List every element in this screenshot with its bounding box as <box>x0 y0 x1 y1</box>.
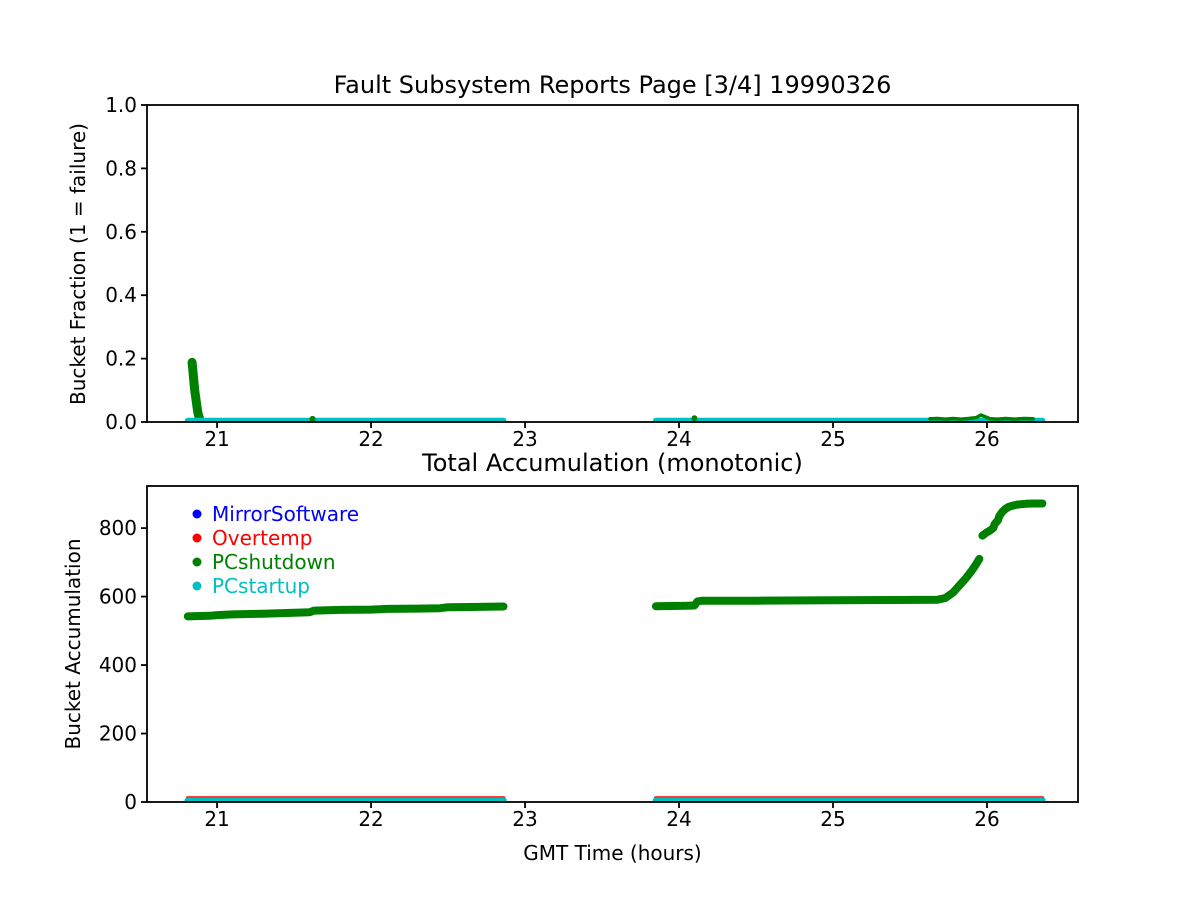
legend-label-PCshutdown: PCshutdown <box>212 550 336 574</box>
chart1-xtick-label: 24 <box>666 807 691 831</box>
series-PCshutdown-line <box>187 357 205 422</box>
chart0-xtick-label: 21 <box>204 427 229 451</box>
chart1-ytick-label: 200 <box>99 722 137 746</box>
bottom-chart-title: Total Accumulation (monotonic) <box>422 449 803 477</box>
series-PCshutdown-point <box>309 415 316 422</box>
series-PCshutdown-line <box>651 554 984 611</box>
bottom-chart-ylabel: Bucket Accumulation <box>61 538 85 750</box>
chart0-xtick-label: 25 <box>820 427 845 451</box>
chart0-xtick-label: 26 <box>974 427 999 451</box>
chart1-xtick-label: 23 <box>512 807 537 831</box>
legend-marker-PCshutdown <box>192 557 202 567</box>
chart0-xtick-label: 22 <box>358 427 383 451</box>
chart1-series-group <box>183 499 1047 802</box>
chart1-xtick-label: 25 <box>820 807 845 831</box>
legend-label-PCstartup: PCstartup <box>212 574 310 598</box>
bottom-chart-xlabel: GMT Time (hours) <box>523 841 702 865</box>
chart1-ytick-label: 0 <box>124 790 137 814</box>
chart0-ytick-label: 0.4 <box>105 283 137 307</box>
series-PCshutdown-point <box>691 415 698 422</box>
chart1-ytick-label: 800 <box>99 516 137 540</box>
chart1-ytick-label: 400 <box>99 653 137 677</box>
chart0-frame <box>146 104 1079 423</box>
chart0-xtick-label: 23 <box>512 427 537 451</box>
series-PCshutdown-line <box>928 413 1035 421</box>
legend-marker-MirrorSoftware <box>192 509 202 519</box>
chart1-xtick-label: 22 <box>358 807 383 831</box>
series-PCshutdown-line <box>183 602 508 621</box>
legend-marker-PCstartup <box>192 581 202 591</box>
top-chart-ylabel: Bucket Fraction (1 = failure) <box>66 123 90 405</box>
chart0-ytick-label: 0.8 <box>105 156 137 180</box>
chart0-ytick-label: 1.0 <box>105 93 137 117</box>
chart0-ytick-label: 0.0 <box>105 410 137 434</box>
chart0-series-group <box>184 357 1046 422</box>
legend-label-MirrorSoftware: MirrorSoftware <box>212 502 359 526</box>
top-chart-title: Fault Subsystem Reports Page [3/4] 19990… <box>333 71 892 99</box>
chart1-xtick-label: 21 <box>204 807 229 831</box>
legend-marker-Overtemp <box>192 533 202 543</box>
chart0-ytick-label: 0.2 <box>105 347 137 371</box>
chart0-ytick-label: 0.6 <box>105 220 137 244</box>
chart1-xtick-label: 26 <box>974 807 999 831</box>
chart1-ytick-label: 600 <box>99 585 137 609</box>
legend-label-Overtemp: Overtemp <box>212 526 312 550</box>
chart1-frame <box>146 485 1079 803</box>
series-PCshutdown-line <box>978 499 1047 540</box>
chart0-xtick-label: 24 <box>666 427 691 451</box>
